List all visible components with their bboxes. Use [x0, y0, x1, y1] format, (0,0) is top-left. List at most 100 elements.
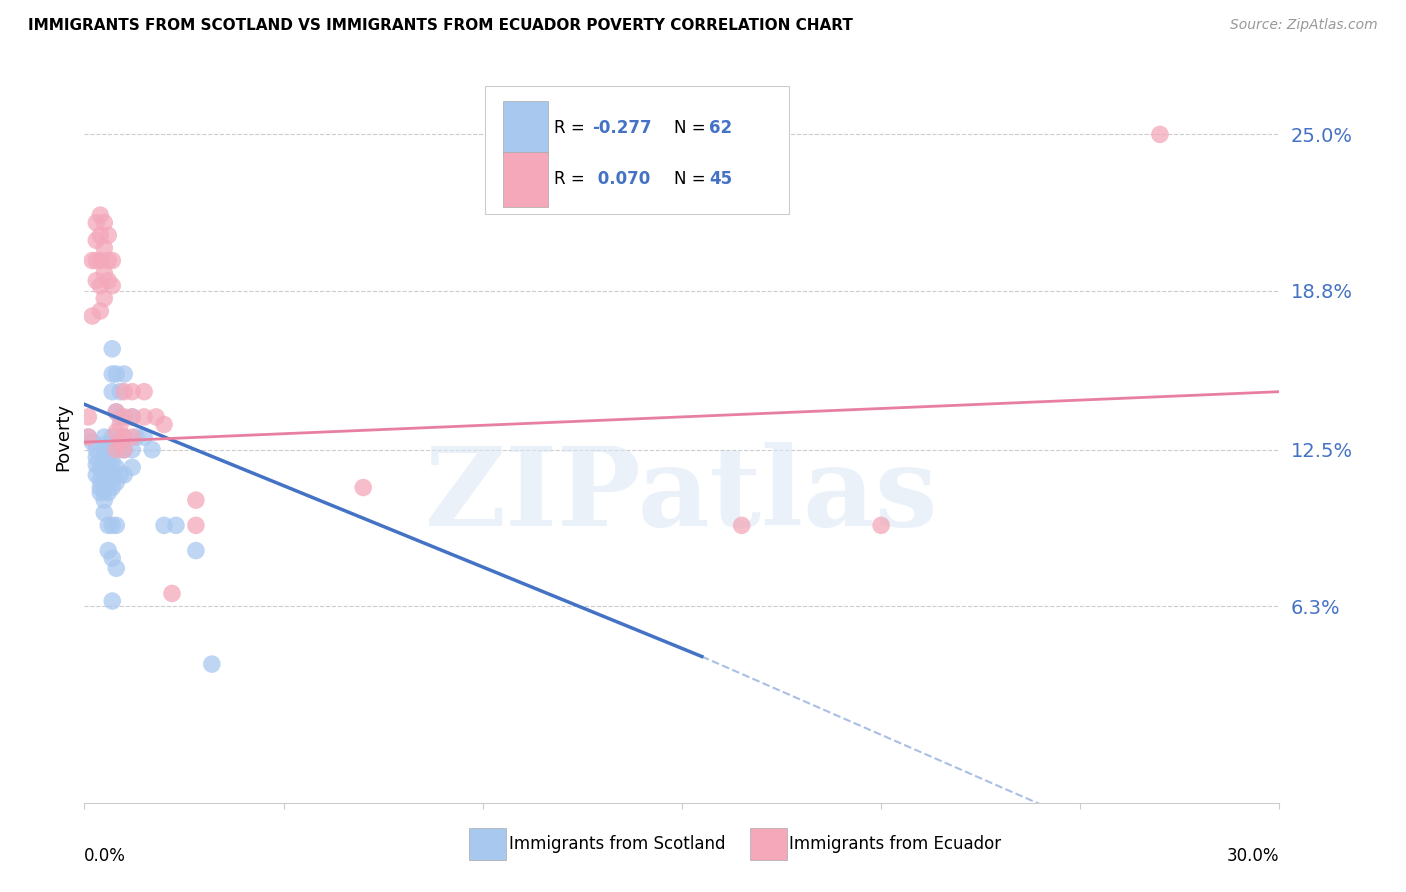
Point: [112, 384, 135, 399]
Text: 45: 45: [710, 169, 733, 188]
Point: [89, 485, 111, 500]
Text: Source: ZipAtlas.com: Source: ZipAtlas.com: [1230, 18, 1378, 32]
Point: [97, 440, 120, 454]
Text: 0.0%: 0.0%: [84, 847, 127, 864]
Point: [77, 430, 100, 444]
Point: [86, 467, 108, 482]
Text: 62: 62: [710, 119, 733, 136]
Point: [101, 253, 124, 268]
Text: N =: N =: [673, 169, 710, 188]
Point: [101, 342, 124, 356]
Point: [77, 409, 100, 424]
Text: ZIPatlas: ZIPatlas: [425, 442, 939, 549]
Point: [101, 442, 124, 457]
Point: [97, 253, 120, 268]
Point: [121, 409, 143, 424]
Point: [97, 543, 120, 558]
Point: [105, 475, 128, 490]
Text: IMMIGRANTS FROM SCOTLAND VS IMMIGRANTS FROM ECUADOR POVERTY CORRELATION CHART: IMMIGRANTS FROM SCOTLAND VS IMMIGRANTS F…: [28, 18, 853, 33]
Point: [1149, 128, 1171, 142]
Point: [105, 442, 128, 457]
Point: [101, 518, 124, 533]
Point: [97, 228, 120, 243]
Point: [105, 430, 128, 444]
Point: [93, 430, 115, 444]
Point: [89, 481, 111, 495]
Point: [89, 278, 111, 293]
Point: [160, 586, 183, 600]
Point: [112, 409, 135, 424]
Point: [89, 473, 111, 487]
Point: [112, 430, 135, 444]
Text: R =: R =: [554, 169, 591, 188]
Point: [105, 561, 128, 575]
Point: [112, 467, 135, 482]
Point: [93, 506, 115, 520]
Point: [97, 485, 120, 500]
Point: [121, 409, 143, 424]
Point: [110, 467, 132, 482]
Point: [870, 518, 893, 533]
Text: 0.070: 0.070: [592, 169, 651, 188]
Point: [86, 458, 108, 472]
Point: [125, 430, 148, 444]
Point: [112, 442, 135, 457]
Text: -0.277: -0.277: [592, 119, 652, 136]
Point: [105, 518, 128, 533]
Point: [101, 430, 124, 444]
Point: [132, 384, 156, 399]
Point: [93, 460, 115, 475]
Y-axis label: Poverty: Poverty: [55, 403, 73, 471]
FancyBboxPatch shape: [503, 152, 548, 207]
Point: [121, 384, 143, 399]
Point: [86, 216, 108, 230]
Point: [141, 442, 163, 457]
Point: [93, 216, 115, 230]
Point: [89, 304, 111, 318]
Point: [352, 481, 374, 495]
Point: [86, 450, 108, 465]
Point: [101, 278, 124, 293]
Point: [89, 253, 111, 268]
Point: [97, 455, 120, 469]
FancyBboxPatch shape: [749, 828, 787, 860]
Point: [93, 467, 115, 482]
Point: [105, 425, 128, 439]
Point: [93, 291, 115, 305]
Point: [101, 384, 124, 399]
Point: [86, 233, 108, 247]
Point: [145, 409, 167, 424]
Point: [97, 475, 120, 490]
Point: [105, 405, 128, 419]
FancyBboxPatch shape: [485, 86, 790, 214]
Point: [153, 518, 176, 533]
Point: [86, 442, 108, 457]
Point: [89, 460, 111, 475]
Point: [112, 430, 135, 444]
Point: [165, 518, 187, 533]
Point: [112, 442, 135, 457]
Point: [77, 430, 100, 444]
Point: [121, 442, 143, 457]
Point: [93, 493, 115, 508]
Point: [89, 208, 111, 222]
Point: [93, 437, 115, 451]
Point: [110, 435, 132, 450]
Point: [105, 442, 128, 457]
Point: [93, 483, 115, 497]
Point: [82, 253, 104, 268]
Text: R =: R =: [554, 119, 591, 136]
FancyBboxPatch shape: [470, 828, 506, 860]
Point: [101, 551, 124, 566]
Point: [93, 450, 115, 465]
Point: [112, 367, 135, 381]
Point: [121, 460, 143, 475]
Point: [89, 228, 111, 243]
Text: N =: N =: [673, 119, 710, 136]
Text: 30.0%: 30.0%: [1227, 847, 1279, 864]
Point: [731, 518, 754, 533]
Point: [184, 493, 207, 508]
Point: [93, 266, 115, 280]
Point: [97, 274, 120, 288]
Point: [153, 417, 176, 432]
